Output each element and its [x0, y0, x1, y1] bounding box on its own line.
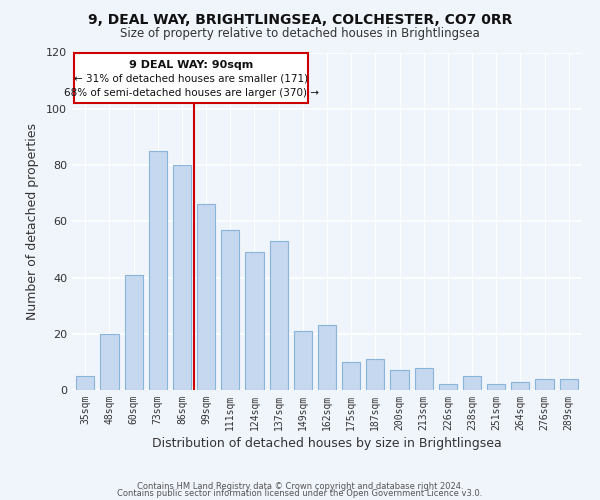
- Bar: [76, 376, 94, 390]
- Bar: [197, 204, 215, 390]
- Bar: [415, 368, 433, 390]
- Text: Contains public sector information licensed under the Open Government Licence v3: Contains public sector information licen…: [118, 490, 482, 498]
- Bar: [318, 326, 336, 390]
- Bar: [391, 370, 409, 390]
- Bar: [487, 384, 505, 390]
- Text: 68% of semi-detached houses are larger (370) →: 68% of semi-detached houses are larger (…: [64, 88, 319, 98]
- Text: ← 31% of detached houses are smaller (171): ← 31% of detached houses are smaller (17…: [74, 74, 308, 84]
- Bar: [294, 331, 312, 390]
- Text: Contains HM Land Registry data © Crown copyright and database right 2024.: Contains HM Land Registry data © Crown c…: [137, 482, 463, 491]
- Bar: [173, 165, 191, 390]
- Bar: [269, 241, 288, 390]
- Bar: [463, 376, 481, 390]
- Bar: [366, 359, 385, 390]
- Y-axis label: Number of detached properties: Number of detached properties: [26, 122, 39, 320]
- FancyBboxPatch shape: [74, 52, 308, 103]
- X-axis label: Distribution of detached houses by size in Brightlingsea: Distribution of detached houses by size …: [152, 437, 502, 450]
- Bar: [245, 252, 263, 390]
- Bar: [439, 384, 457, 390]
- Bar: [511, 382, 529, 390]
- Bar: [100, 334, 119, 390]
- Bar: [560, 379, 578, 390]
- Bar: [125, 274, 143, 390]
- Bar: [342, 362, 360, 390]
- Text: 9 DEAL WAY: 90sqm: 9 DEAL WAY: 90sqm: [129, 60, 253, 70]
- Bar: [149, 151, 167, 390]
- Text: 9, DEAL WAY, BRIGHTLINGSEA, COLCHESTER, CO7 0RR: 9, DEAL WAY, BRIGHTLINGSEA, COLCHESTER, …: [88, 12, 512, 26]
- Bar: [221, 230, 239, 390]
- Text: Size of property relative to detached houses in Brightlingsea: Size of property relative to detached ho…: [120, 28, 480, 40]
- Bar: [535, 379, 554, 390]
